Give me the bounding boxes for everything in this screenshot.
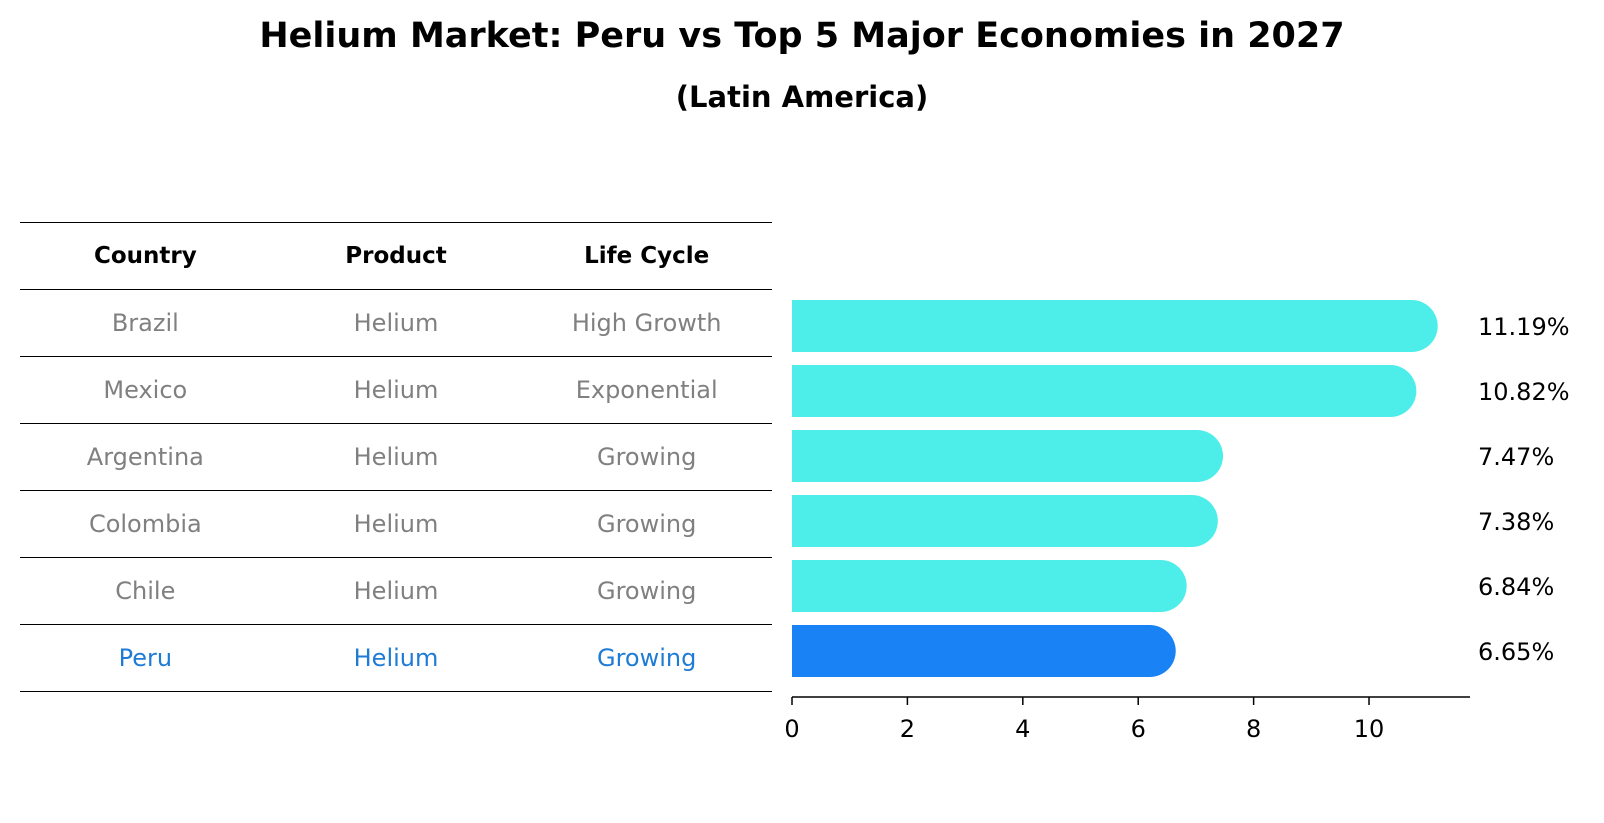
cell-product: Helium bbox=[353, 510, 439, 538]
header-life-cycle: Life Cycle bbox=[584, 243, 710, 269]
bar-peru bbox=[792, 625, 1176, 677]
cell-country: Brazil bbox=[111, 309, 179, 337]
market-table: Country Product Life Cycle Brazil Helium… bbox=[20, 222, 772, 692]
cell-life-cycle: Growing bbox=[596, 577, 697, 605]
cell-country: Mexico bbox=[103, 376, 188, 404]
bar-value-label: 7.38% bbox=[1478, 508, 1554, 536]
bar-value-label: 11.19% bbox=[1478, 313, 1570, 341]
cell-life-cycle: Exponential bbox=[575, 376, 718, 404]
header-country: Country bbox=[93, 243, 197, 269]
x-tick-label: 4 bbox=[1015, 715, 1030, 743]
cell-life-cycle: Growing bbox=[596, 510, 697, 538]
bar-value-label: 6.84% bbox=[1478, 573, 1554, 601]
cell-country: Chile bbox=[115, 577, 176, 605]
chart-subtitle: (Latin America) bbox=[675, 80, 929, 114]
table-row-highlighted: Peru Helium Growing bbox=[20, 625, 772, 692]
cell-product: Helium bbox=[353, 376, 439, 404]
cell-product: Helium bbox=[353, 644, 439, 672]
x-tick-label: 0 bbox=[784, 715, 799, 743]
bar-value-label: 6.65% bbox=[1478, 638, 1554, 666]
bar-colombia bbox=[792, 495, 1218, 547]
cell-life-cycle: High Growth bbox=[571, 309, 722, 337]
x-tick-label: 10 bbox=[1354, 715, 1385, 743]
x-tick-label: 2 bbox=[900, 715, 915, 743]
cell-country: Colombia bbox=[88, 510, 202, 538]
cell-product: Helium bbox=[353, 577, 439, 605]
bar-value-label: 10.82% bbox=[1478, 378, 1570, 406]
header-product: Product bbox=[345, 243, 447, 269]
bar-mexico bbox=[792, 365, 1417, 417]
bar-chile bbox=[792, 560, 1187, 612]
chart-title: Helium Market: Peru vs Top 5 Major Econo… bbox=[259, 16, 1345, 56]
bar-value-label: 7.47% bbox=[1478, 443, 1554, 471]
table-row: Argentina Helium Growing bbox=[20, 424, 772, 491]
cell-life-cycle: Growing bbox=[596, 443, 697, 471]
table-header-row: Country Product Life Cycle bbox=[20, 223, 772, 290]
cell-product: Helium bbox=[353, 309, 439, 337]
cell-country: Peru bbox=[118, 644, 173, 672]
cell-product: Helium bbox=[353, 443, 439, 471]
bar-brazil bbox=[792, 300, 1438, 352]
table-row: Brazil Helium High Growth bbox=[20, 290, 772, 357]
cell-life-cycle: Growing bbox=[596, 644, 697, 672]
cell-country: Argentina bbox=[86, 443, 204, 471]
table-row: Mexico Helium Exponential bbox=[20, 357, 772, 424]
x-tick-label: 8 bbox=[1246, 715, 1261, 743]
table-row: Colombia Helium Growing bbox=[20, 491, 772, 558]
x-tick-label: 6 bbox=[1131, 715, 1146, 743]
bar-argentina bbox=[792, 430, 1224, 482]
table-row: Chile Helium Growing bbox=[20, 558, 772, 625]
